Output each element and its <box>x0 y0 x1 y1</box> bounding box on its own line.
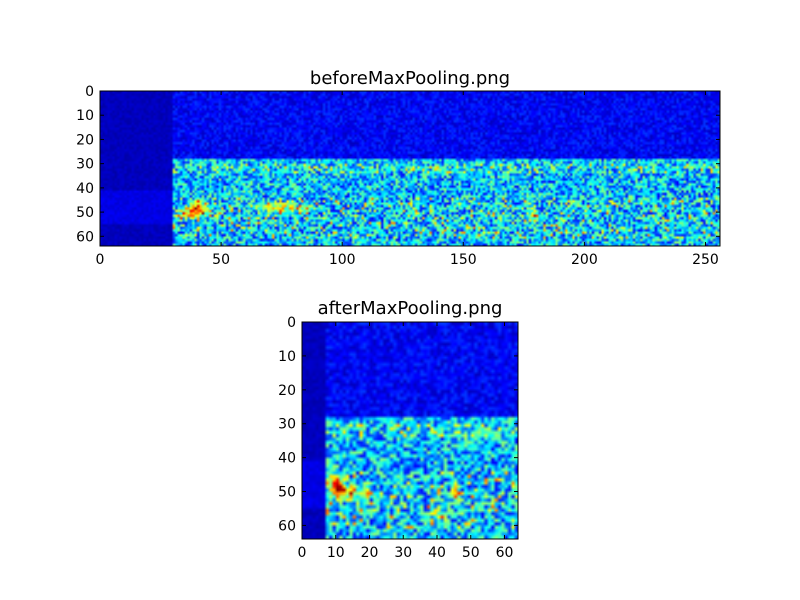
chart-before-max-pooling: beforeMaxPooling.png 0 50 100 150 200 250 0 10 2… <box>76 68 721 268</box>
y-tick-label: 40 <box>278 451 296 467</box>
x-tick-label: 60 <box>496 545 514 561</box>
x-tick-label: 20 <box>361 545 379 561</box>
x-tick-label: 40 <box>428 545 446 561</box>
axes-frame <box>99 90 721 247</box>
y-tick-label: 50 <box>76 205 94 221</box>
y-tick-label: 30 <box>278 417 296 433</box>
y-tick-label: 60 <box>76 229 94 245</box>
y-tick-label: 0 <box>85 84 94 100</box>
y-tick-label: 60 <box>278 518 296 534</box>
chart-after-max-pooling: afterMaxPooling.png 0 10 20 30 40 50 600102030… <box>278 298 519 561</box>
x-tick-label: 30 <box>394 545 412 561</box>
chart-title: afterMaxPooling.png <box>318 298 503 319</box>
y-tick-label: 10 <box>76 108 94 124</box>
axis-ticks: 0 50 100 150 200 250 0 10 20 30 40 50 60 <box>76 84 720 268</box>
heatmap-image <box>100 91 720 246</box>
y-tick-label: 30 <box>76 157 94 173</box>
chart-title: beforeMaxPooling.png <box>310 68 510 89</box>
x-tick-label: 250 <box>692 252 719 268</box>
x-tick-label: 0 <box>298 545 307 561</box>
x-tick-label: 10 <box>327 545 345 561</box>
heatmap-image <box>302 322 518 539</box>
x-tick-label: 50 <box>212 252 230 268</box>
x-tick-label: 200 <box>571 252 598 268</box>
y-tick-label: 20 <box>76 132 94 148</box>
x-tick-label: 50 <box>462 545 480 561</box>
x-tick-label: 150 <box>450 252 477 268</box>
x-tick-label: 0 <box>96 252 105 268</box>
y-tick-label: 50 <box>278 485 296 501</box>
y-tick-label: 40 <box>76 181 94 197</box>
y-tick-label: 20 <box>278 383 296 399</box>
y-tick-label: 0 <box>287 315 296 331</box>
x-tick-label: 100 <box>329 252 356 268</box>
y-tick-label: 10 <box>278 349 296 365</box>
axes-frame <box>301 321 519 540</box>
